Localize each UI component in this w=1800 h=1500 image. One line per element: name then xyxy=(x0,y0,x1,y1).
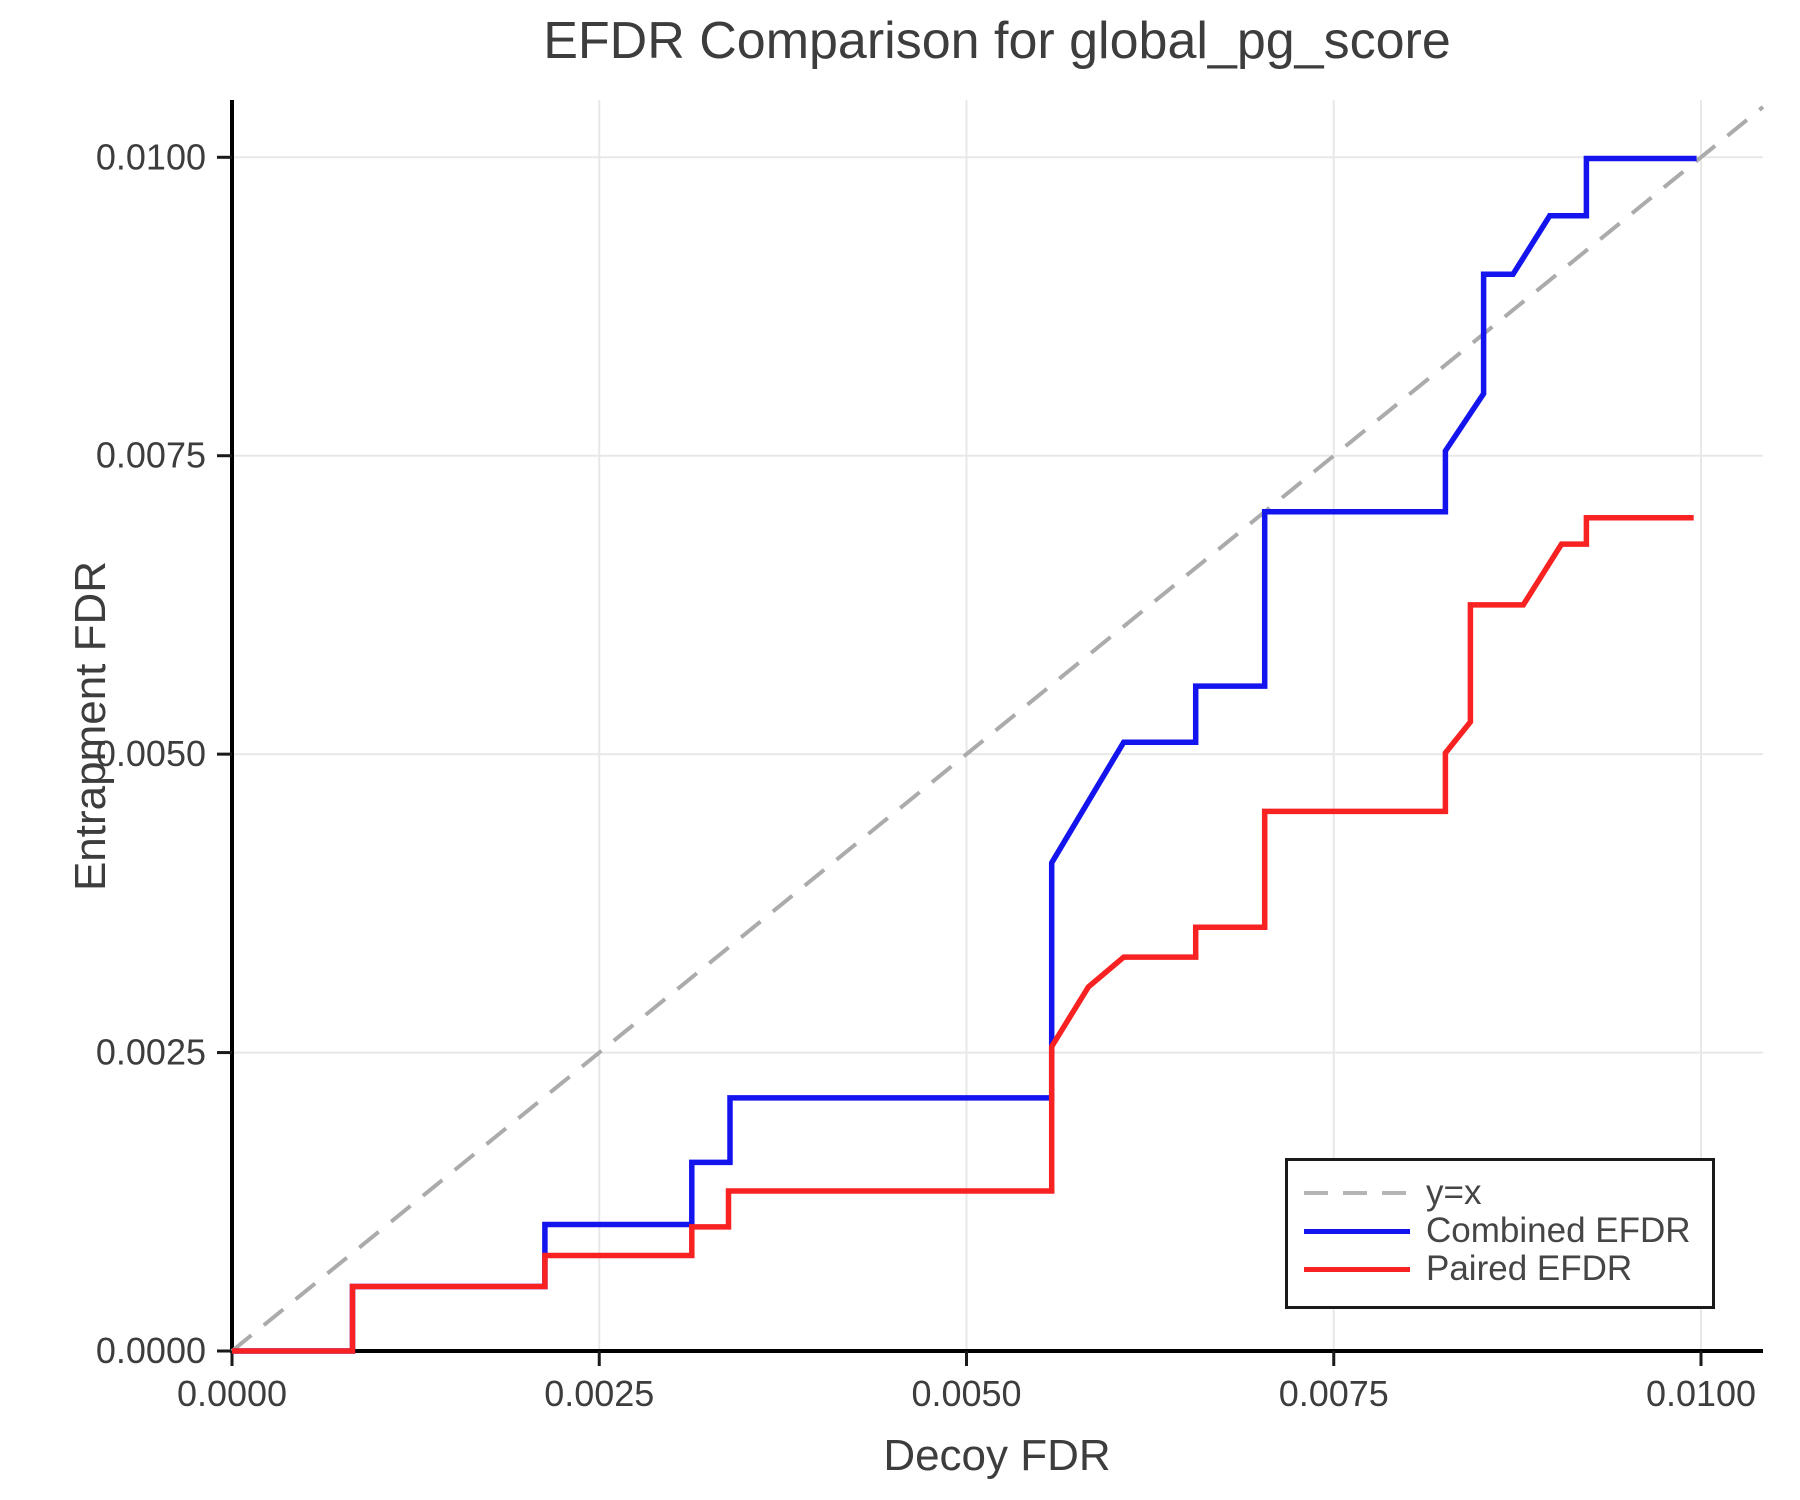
y-x-line xyxy=(230,105,1765,1353)
y-tick-label: 0.0100 xyxy=(96,136,206,177)
x-tick-label: 0.0075 xyxy=(1279,1373,1389,1414)
combined-line-sample xyxy=(1304,1228,1410,1234)
x-tick-label: 0.0025 xyxy=(544,1373,654,1414)
legend-label-yx: y=x xyxy=(1426,1173,1482,1212)
combined-efdr-line xyxy=(232,155,1697,1354)
legend-label-combined: Combined EFDR xyxy=(1426,1211,1691,1250)
legend-label-paired: Paired EFDR xyxy=(1426,1249,1633,1288)
y-tick-label: 0.0075 xyxy=(96,435,206,476)
legend-item-combined: Combined EFDR xyxy=(1304,1212,1712,1250)
y-tick-label: 0.0000 xyxy=(96,1330,206,1371)
legend: y=x Combined EFDR Paired EFDR xyxy=(1285,1158,1715,1309)
axis-tick-labels: 0.0000 0.0025 0.0050 0.0075 0.0100 0.0000 0.00… xyxy=(96,136,1756,1414)
x-tick-label: 0.0100 xyxy=(1646,1373,1756,1414)
legend-item-yx: y=x xyxy=(1304,1174,1712,1212)
chart-title: EFDR Comparison for global_pg_score xyxy=(543,12,1451,70)
axis-tick-marks xyxy=(217,155,1703,1366)
legend-item-paired: Paired EFDR xyxy=(1304,1250,1712,1288)
y-axis-label: Entrapment FDR xyxy=(66,561,115,891)
data-series xyxy=(230,105,1765,1354)
y-tick-label: 0.0025 xyxy=(96,1032,206,1073)
axis-spines xyxy=(230,100,1763,1353)
x-axis-label: Decoy FDR xyxy=(883,1431,1110,1480)
y-tick-label: 0.0050 xyxy=(96,733,206,774)
paired-line-sample xyxy=(1304,1266,1410,1272)
x-tick-label: 0.0050 xyxy=(911,1373,1021,1414)
yx-line-sample xyxy=(1304,1191,1410,1195)
x-tick-label: 0.0000 xyxy=(177,1373,287,1414)
paired-efdr-line xyxy=(232,515,1694,1354)
